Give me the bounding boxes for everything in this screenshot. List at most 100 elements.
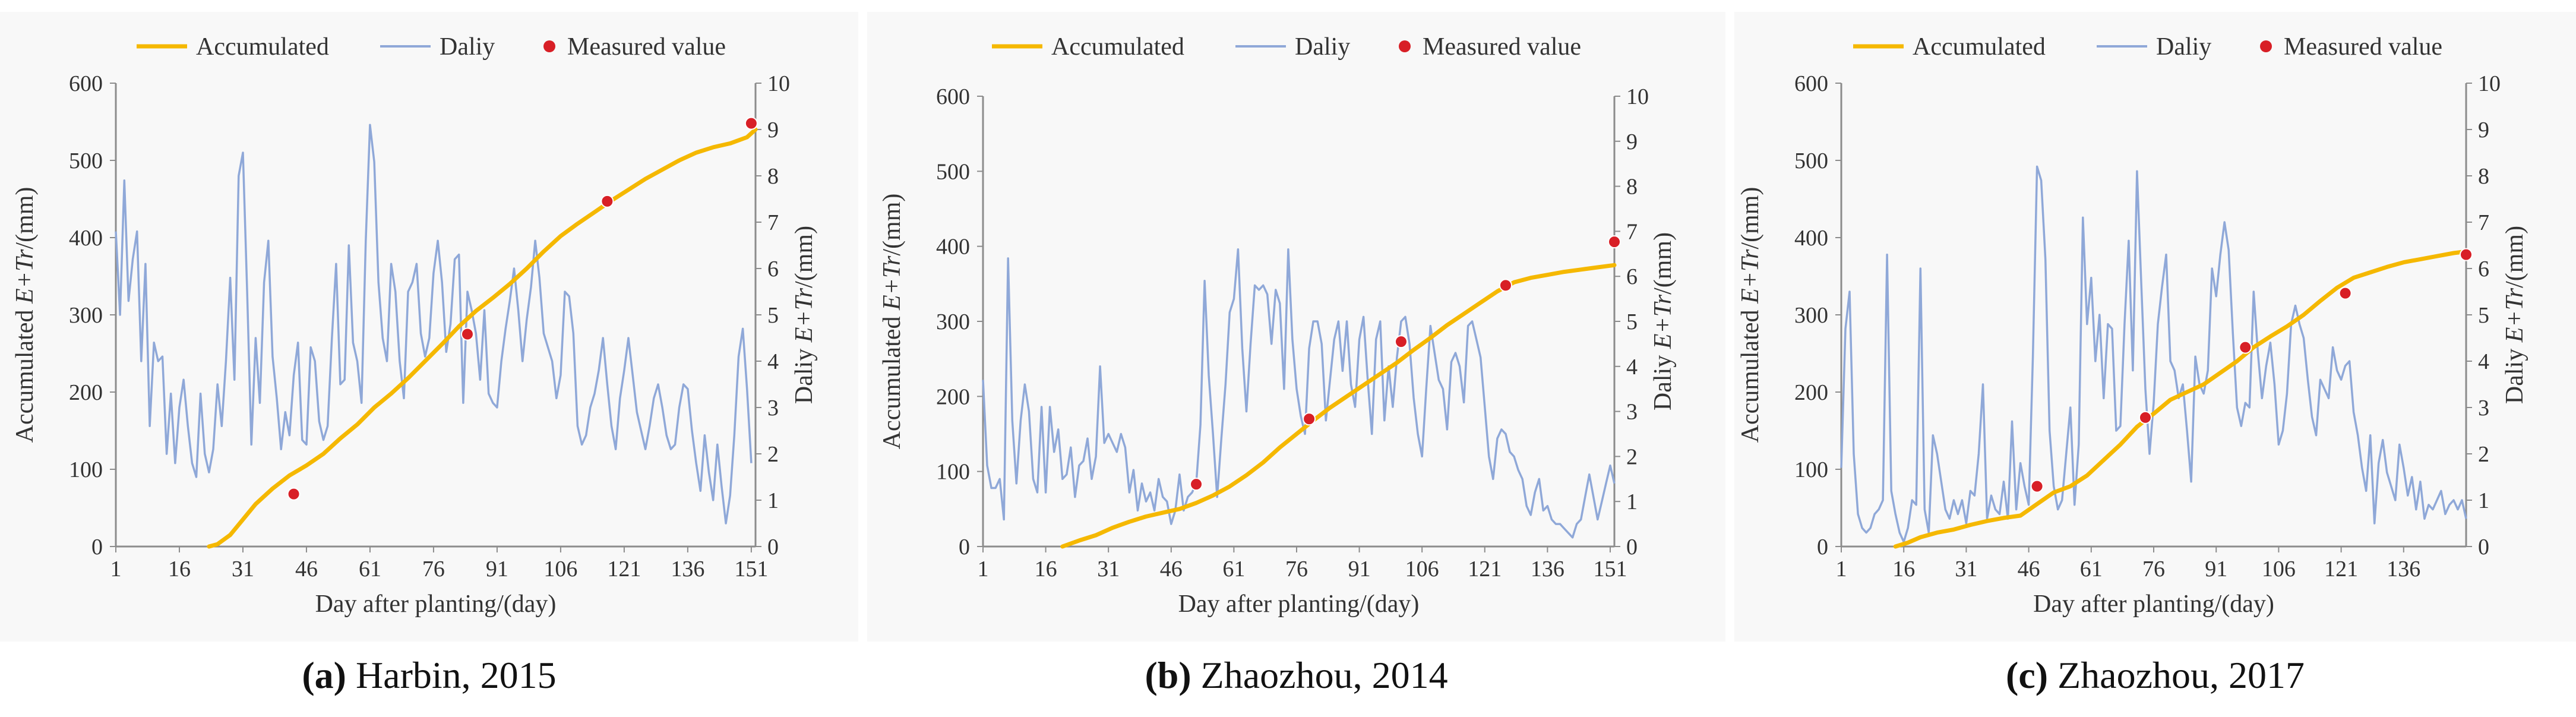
legend-accumulated-label: Accumulated — [196, 33, 329, 61]
x-tick-label: 106 — [543, 557, 577, 582]
y-right-tick-label: 4 — [767, 349, 779, 374]
x-tick-label: 151 — [734, 557, 768, 582]
accumulated-series-line — [1893, 249, 2468, 549]
legend-measured-label: Measured value — [1423, 33, 1581, 61]
legend-accumulated-label: Accumulated — [1051, 33, 1184, 61]
chart-panel-a: 1 16 31 46 61 76 91 106 121 136 151 0 100 200 300 400 50… — [0, 0, 858, 717]
y-left-label-prefix: Accumulated — [878, 310, 906, 449]
measured-point — [1190, 478, 1203, 491]
measured-point — [1303, 412, 1316, 426]
y-left-label-prefix: Accumulated — [1737, 304, 1764, 443]
y-right-tick-label: 8 — [1626, 175, 1638, 200]
x-tick-label: 61 — [359, 557, 381, 582]
legend-measured-label: Measured value — [2284, 33, 2442, 61]
x-tick-label: 46 — [295, 557, 318, 582]
accumulated-series-line — [1060, 263, 1617, 549]
y-left-tick-label: 200 — [1794, 380, 1828, 405]
x-tick-label: 136 — [1531, 557, 1564, 582]
y-left-tick-label: 300 — [1794, 303, 1828, 328]
y-left-tick-label: 500 — [1794, 149, 1828, 173]
y-right-tick-label: 6 — [767, 257, 779, 282]
y-left-label-italic: E+Tr — [1737, 249, 1764, 304]
y-left-tick-label: 200 — [69, 380, 103, 405]
measured-point — [2239, 340, 2252, 354]
y-left-axis-label: Accumulated E+Tr/(mm) — [878, 194, 906, 450]
y-left-tick-label: 100 — [1794, 457, 1828, 482]
y-right-tick-label: 2 — [1626, 444, 1638, 469]
legend-measured-marker — [1399, 40, 1411, 52]
x-tick-label: 76 — [422, 557, 445, 582]
y-right-tick-label: 5 — [767, 303, 779, 328]
y-right-axis-label: Daliy E+Tr/(mm) — [791, 226, 818, 404]
y-right-label-prefix: Daliy — [791, 342, 818, 404]
y-left-tick-label: 500 — [69, 149, 103, 173]
legend-daily-label: Daliy — [2156, 33, 2211, 61]
y-left-tick-label: 200 — [936, 384, 970, 409]
caption-letter: (c) — [2006, 654, 2049, 696]
y-left-tick-label: 400 — [936, 235, 970, 260]
x-tick-label: 31 — [1097, 557, 1120, 582]
x-tick-label: 151 — [1593, 557, 1627, 582]
y-right-tick-label: 4 — [2478, 349, 2489, 374]
y-right-tick-label: 7 — [2478, 210, 2489, 235]
panel-caption: (b) Zhaozhou, 2014 — [867, 653, 1725, 697]
y-left-tick-label: 0 — [959, 535, 970, 560]
y-right-tick-label: 8 — [767, 164, 779, 189]
measured-point — [460, 327, 474, 341]
y-right-label-suffix: /(mm) — [2501, 226, 2528, 288]
y-right-label-italic: E+Tr — [1649, 294, 1677, 349]
y-right-label-suffix: /(mm) — [1649, 232, 1677, 295]
caption-letter: (b) — [1145, 654, 1191, 696]
x-tick-label: 106 — [1405, 557, 1439, 582]
x-tick-label: 1 — [1836, 557, 1847, 582]
y-right-tick-label: 9 — [767, 118, 779, 143]
legend-measured-marker — [2260, 40, 2272, 52]
y-right-label-prefix: Daliy — [2501, 342, 2528, 404]
x-tick-label: 76 — [1285, 557, 1308, 582]
x-tick-label: 31 — [232, 557, 254, 582]
y-left-tick-label: 300 — [936, 309, 970, 334]
y-left-tick-label: 400 — [69, 226, 103, 251]
y-left-label-prefix: Accumulated — [11, 304, 39, 443]
measured-point — [287, 487, 301, 501]
x-tick-label: 76 — [2142, 557, 2165, 582]
y-left-label-italic: E+Tr — [878, 255, 906, 311]
x-tick-label: 91 — [1348, 557, 1371, 582]
x-tick-label: 31 — [1955, 557, 1977, 582]
y-left-tick-label: 100 — [69, 457, 103, 482]
legend-daily-label: Daliy — [440, 33, 495, 61]
x-tick-label: 136 — [2387, 557, 2420, 582]
y-right-tick-label: 9 — [1626, 129, 1638, 154]
y-right-tick-label: 2 — [767, 442, 779, 467]
y-right-tick-label: 1 — [2478, 488, 2489, 513]
x-tick-label: 121 — [1468, 557, 1502, 582]
caption-text: Zhaozhou, 2017 — [2048, 654, 2305, 696]
x-tick-label: 121 — [607, 557, 641, 582]
legend-measured-label: Measured value — [567, 33, 726, 61]
measured-point — [600, 194, 614, 208]
y-left-label-suffix: /(mm) — [11, 187, 39, 249]
caption-text: Harbin, 2015 — [346, 654, 557, 696]
y-right-tick-label: 10 — [2478, 71, 2501, 96]
chart-panel-c: 1 16 31 46 61 76 91 106 121 136 0 100 200 300 400 500 60… — [1734, 0, 2576, 717]
y-left-tick-label: 0 — [91, 535, 103, 560]
y-right-tick-label: 1 — [1626, 489, 1638, 514]
y-left-tick-label: 500 — [936, 159, 970, 184]
y-left-label-suffix: /(mm) — [878, 194, 906, 256]
x-tick-label: 16 — [1035, 557, 1057, 582]
y-left-tick-label: 100 — [936, 460, 970, 485]
x-axis-label: Day after planting/(day) — [315, 590, 557, 618]
legend-measured-marker — [543, 40, 555, 52]
caption-text: Zhaozhou, 2014 — [1191, 654, 1448, 696]
y-left-tick-label: 0 — [1817, 535, 1828, 560]
y-right-tick-label: 4 — [1626, 355, 1638, 380]
legend-daily-label: Daliy — [1295, 33, 1350, 61]
x-tick-label: 91 — [486, 557, 508, 582]
chart-svg: 1 16 31 46 61 76 91 106 121 136 151010020030040050… — [11, 33, 818, 618]
y-left-label-italic: E+Tr — [11, 249, 39, 304]
y-right-axis-label: Daliy E+Tr/(mm) — [1649, 232, 1677, 410]
x-tick-label: 136 — [671, 557, 704, 582]
x-axis-label: Day after planting/(day) — [1178, 590, 1420, 618]
y-right-tick-label: 5 — [2478, 303, 2489, 328]
x-tick-label: 106 — [2262, 557, 2296, 582]
